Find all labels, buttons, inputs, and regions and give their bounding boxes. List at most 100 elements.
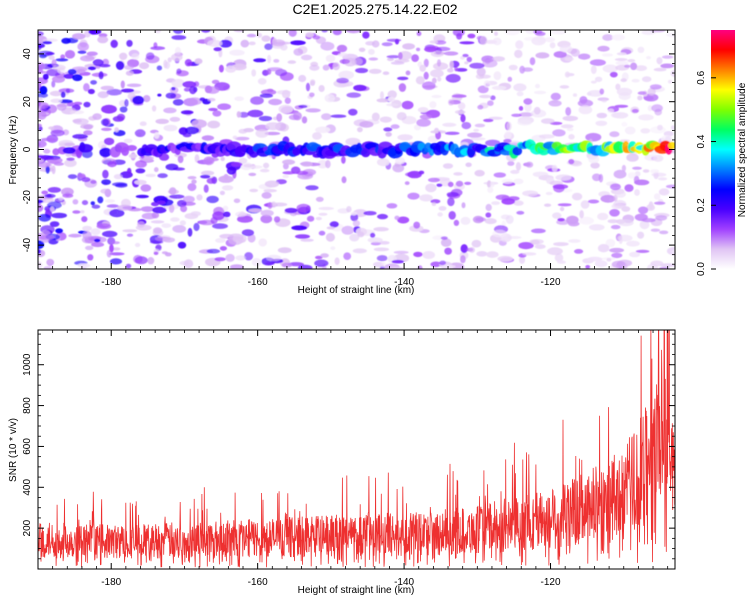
heatmap-cell <box>183 87 191 92</box>
heatmap-cell <box>566 215 579 225</box>
heatmap-cell <box>317 159 328 169</box>
heatmap-cell <box>150 46 166 51</box>
heatmap-cell <box>267 67 283 72</box>
heatmap-cell <box>332 62 340 71</box>
heatmap-cell <box>156 200 166 205</box>
heatmap-cell <box>513 83 527 92</box>
heatmap-cell <box>651 104 663 112</box>
heatmap-cell <box>134 179 147 185</box>
colorbar-tick-label: 0.0 <box>696 262 707 276</box>
heatmap-cell <box>644 154 660 162</box>
heatmap-cell <box>560 124 574 129</box>
heatmap-cell <box>627 59 636 63</box>
heatmap-cell <box>315 126 331 134</box>
heatmap-cell <box>590 80 597 84</box>
heatmap-cell <box>38 126 43 131</box>
heatmap-cell <box>555 174 572 181</box>
heatmap-cell <box>337 52 348 57</box>
heatmap-cell <box>83 83 90 92</box>
heatmap-cell <box>214 257 226 262</box>
heatmap-cell <box>464 181 472 185</box>
heatmap-cell <box>46 258 53 266</box>
heatmap-cell <box>504 30 520 36</box>
heatmap-cell <box>506 121 512 131</box>
heatmap-cell <box>295 234 310 239</box>
heatmap-cell <box>109 209 125 218</box>
heatmap-cell <box>511 113 522 118</box>
heatmap-cell <box>263 189 277 193</box>
heatmap-cell <box>240 39 250 48</box>
heatmap-cell <box>315 196 324 202</box>
heatmap-cell <box>659 263 675 268</box>
heatmap-cell <box>522 190 539 197</box>
heatmap-cell <box>87 88 95 95</box>
heatmap-cell <box>513 178 524 185</box>
heatmap-cell <box>534 90 547 95</box>
heatmap-cell <box>515 162 522 171</box>
heatmap-cell <box>401 100 414 110</box>
heatmap-cell <box>470 137 486 141</box>
heatmap-cell <box>650 30 666 33</box>
heatmap-cell <box>507 76 513 82</box>
heatmap-cell <box>325 54 336 63</box>
heatmap-cell <box>554 253 564 262</box>
heatmap-cell <box>565 107 572 116</box>
heatmap-cell <box>236 111 241 118</box>
heatmap-cell <box>492 56 505 62</box>
heatmap-cell <box>332 30 342 36</box>
heatmap-cell <box>614 190 627 198</box>
heatmap-cell <box>646 56 651 60</box>
heatmap-cell <box>273 59 280 63</box>
heatmap-cell <box>514 49 523 59</box>
heatmap-cell <box>525 161 534 168</box>
heatmap-cell <box>568 239 581 243</box>
heatmap-cell <box>215 238 226 243</box>
heatmap-cell <box>492 37 502 46</box>
heatmap-cell <box>493 172 506 178</box>
heatmap-cell <box>624 126 636 135</box>
heatmap-cell <box>201 30 211 33</box>
heatmap-cell <box>574 249 584 254</box>
heatmap-cell <box>141 212 157 220</box>
heatmap-cell <box>566 127 574 132</box>
heatmap-cell <box>422 251 436 259</box>
heatmap-cell <box>288 114 300 121</box>
heatmap-cell <box>234 96 245 101</box>
heatmap-cell <box>139 62 150 70</box>
heatmap-cell <box>97 35 109 44</box>
heatmap-cell <box>251 258 262 267</box>
heatmap-cell <box>276 90 291 95</box>
heatmap-cell <box>56 103 67 111</box>
heatmap-cell <box>194 154 200 163</box>
heatmap-cell <box>50 129 65 137</box>
heatmap-cell <box>479 35 488 45</box>
heatmap-cell <box>282 159 296 165</box>
heatmap-cell <box>219 246 227 251</box>
heatmap-cell <box>572 93 578 97</box>
heatmap-cell <box>171 53 183 62</box>
heatmap-cell <box>229 49 245 56</box>
heatmap-cell <box>413 221 421 229</box>
heatmap-cell <box>378 241 390 245</box>
heatmap-cell <box>312 35 321 40</box>
heatmap-cell <box>405 172 420 177</box>
heatmap-cell <box>73 118 89 125</box>
heatmap-cell <box>368 57 379 61</box>
heatmap-cell <box>119 52 128 60</box>
heatmap-cell <box>441 264 453 269</box>
heatmap-cell <box>530 239 540 245</box>
heatmap-cell <box>459 41 475 45</box>
heatmap-cell <box>135 224 152 231</box>
heatmap-cell <box>413 251 423 258</box>
heatmap-cell <box>232 234 247 244</box>
heatmap-cell <box>101 127 112 131</box>
heatmap-cell <box>552 129 566 137</box>
heatmap-cell <box>419 114 432 120</box>
heatmap-cell <box>411 54 419 62</box>
heatmap-cell <box>259 93 273 98</box>
heatmap-cell <box>81 216 88 223</box>
heatmap-cell <box>235 255 246 261</box>
heatmap-cell <box>201 170 215 176</box>
heatmap-cell <box>318 85 325 92</box>
heatmap-cell <box>123 138 133 144</box>
